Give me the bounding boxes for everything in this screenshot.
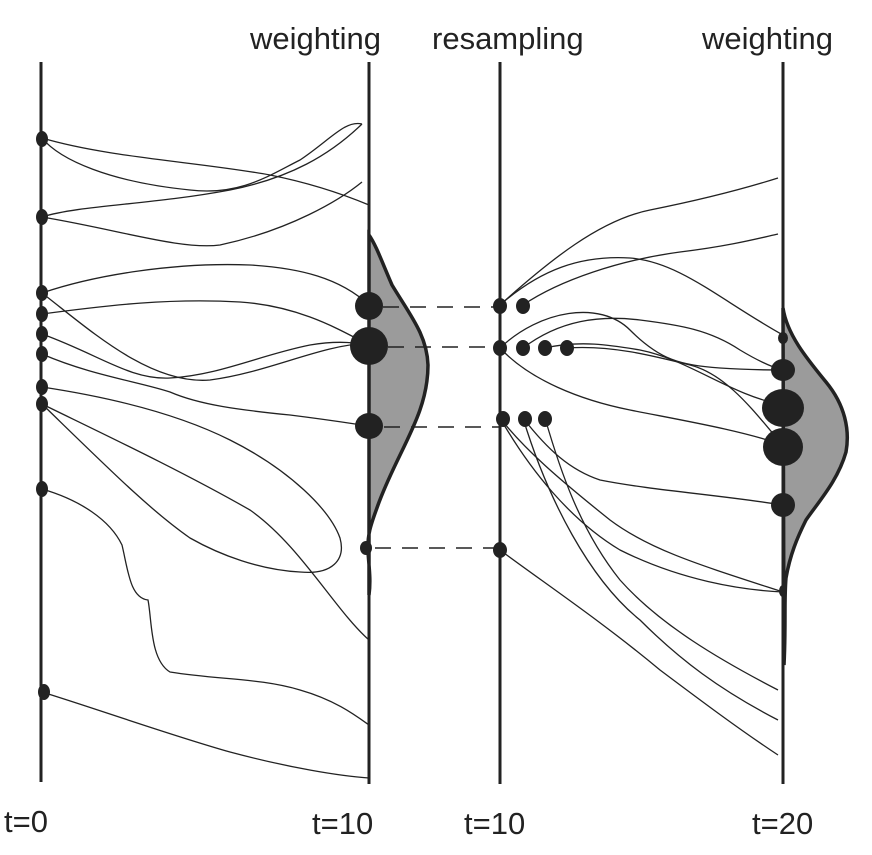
weighted-particles-t10 [350, 292, 388, 555]
weighted-particle [762, 389, 804, 427]
resampled-particle [493, 298, 507, 314]
resampling-connectors [375, 306, 500, 549]
trajectory [499, 177, 779, 306]
particle [36, 481, 48, 497]
weighted-particle [355, 413, 383, 439]
resampled-particle [493, 340, 507, 356]
trajectory [522, 417, 784, 506]
weighted-particle [763, 428, 803, 466]
particle [36, 285, 48, 301]
particle [36, 131, 48, 147]
particle [36, 396, 48, 412]
resampled-particles-t10 [493, 298, 574, 558]
weighted-particle [360, 541, 372, 555]
trajectories-second-interval [499, 177, 784, 756]
weighted-particle [355, 292, 383, 320]
resampled-particle [538, 411, 552, 427]
weighted-particle [778, 332, 788, 344]
trajectories-first-interval [41, 122, 370, 779]
weighted-particles-t20 [762, 332, 804, 597]
trajectory [499, 347, 784, 446]
trajectory [499, 311, 784, 371]
trajectory [41, 137, 370, 206]
trajectory [544, 417, 779, 691]
header-resampling: resampling [432, 21, 584, 56]
time-label-t20: t=20 [752, 806, 813, 841]
resampled-particle [516, 340, 530, 356]
particle [36, 306, 48, 322]
trajectory [522, 317, 784, 371]
weight-distribution-t10 [366, 229, 430, 596]
trajectory [499, 256, 784, 336]
header-weighting-2: weighting [701, 21, 833, 56]
resampled-particle [516, 298, 530, 314]
particle [36, 346, 48, 362]
trajectory [522, 417, 779, 721]
trajectory [41, 123, 363, 218]
particle [38, 684, 50, 700]
trajectory [41, 333, 370, 379]
trajectory [499, 549, 779, 756]
particle [36, 379, 48, 395]
header-weighting-1: weighting [249, 21, 381, 56]
resampled-particle [493, 542, 507, 558]
trajectory [566, 346, 784, 446]
resampled-particle [538, 340, 552, 356]
particles-t0 [36, 131, 50, 700]
weighted-particle [771, 359, 795, 381]
trajectory [41, 263, 370, 306]
resampled-particle [560, 340, 574, 356]
trajectory [41, 122, 363, 192]
time-label-t10-resampling: t=10 [464, 806, 525, 841]
time-label-t0: t=0 [4, 804, 48, 839]
trajectory [499, 417, 784, 593]
trajectory [41, 292, 370, 381]
resampled-particle [518, 411, 532, 427]
trajectory [522, 233, 779, 306]
particle [36, 326, 48, 342]
trajectory [41, 403, 370, 641]
trajectory [544, 343, 784, 406]
trajectory [41, 353, 370, 427]
trajectory [41, 300, 370, 346]
trajectory [41, 691, 370, 779]
time-label-t10-weighting: t=10 [312, 806, 373, 841]
resampled-particle [496, 411, 510, 427]
weighted-particle [350, 327, 388, 365]
trajectory [41, 181, 363, 247]
trajectory [499, 417, 784, 593]
weighted-particle [779, 585, 787, 597]
weighted-particle [771, 493, 795, 517]
trajectory [41, 386, 342, 573]
particle [36, 209, 48, 225]
weight-distribution-t20 [781, 307, 850, 666]
trajectory [41, 488, 370, 726]
